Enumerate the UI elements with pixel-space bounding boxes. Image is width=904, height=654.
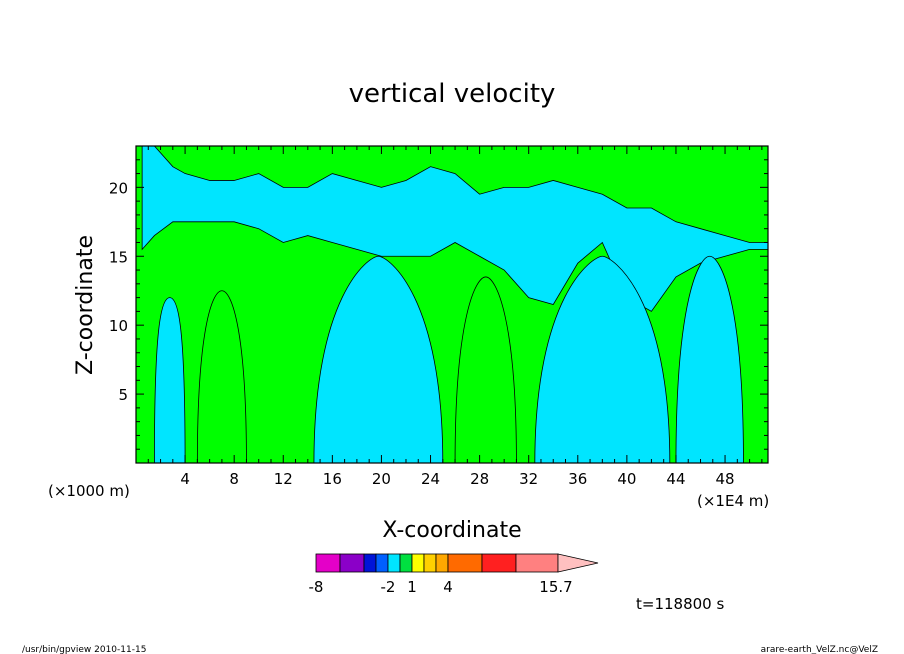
colorbar-segment xyxy=(481,553,517,573)
colorbar-segment xyxy=(423,553,437,573)
plot-frame xyxy=(135,145,769,464)
chart-title: vertical velocity xyxy=(349,79,556,109)
x-tick-label: 8 xyxy=(229,470,239,488)
x-axis: 4 8 12 16 20 24 28 32 36 40 44 48 xyxy=(147,146,763,488)
y-tick-label: 20 xyxy=(109,179,128,197)
x-tick-label: 12 xyxy=(274,470,293,488)
x-tick-label: 24 xyxy=(421,470,440,488)
colorbar-segment xyxy=(447,553,483,573)
y-axis-label: Z-coordinate xyxy=(73,235,98,375)
x-tick-label: 4 xyxy=(180,470,190,488)
colorbar-arrow xyxy=(557,553,599,573)
vertical-band-1 xyxy=(154,297,186,463)
colorbar-label: 1 xyxy=(407,578,417,596)
x-unit-left: (×1000 m) xyxy=(48,482,130,500)
x-tick-label: 48 xyxy=(716,470,735,488)
x-axis-label: X-coordinate xyxy=(382,518,521,543)
colorbar: -8 -2 1 4 15.7 xyxy=(309,553,599,596)
plot-area xyxy=(136,146,768,463)
colorbar-segment xyxy=(315,553,341,573)
vertical-band-5 xyxy=(534,255,671,463)
footer-right: arare-earth_VelZ.nc@VelZ xyxy=(761,645,878,654)
x-tick-label: 28 xyxy=(470,470,489,488)
colorbar-segment xyxy=(515,553,559,573)
y-tick-label: 15 xyxy=(109,248,128,266)
colorbar-label: -2 xyxy=(381,578,396,596)
x-unit-right: (×1E4 m) xyxy=(697,492,769,510)
vertical-band-3 xyxy=(313,255,444,463)
x-tick-label: 16 xyxy=(323,470,342,488)
colorbar-segment xyxy=(375,553,389,573)
colorbar-label: -8 xyxy=(309,578,324,596)
colorbar-label: 4 xyxy=(443,578,453,596)
y-axis: 5 10 15 20 xyxy=(109,159,768,450)
x-tick-label: 32 xyxy=(519,470,538,488)
footer-left: /usr/bin/gpview 2010-11-15 xyxy=(22,645,146,654)
x-tick-label: 44 xyxy=(666,470,685,488)
vertical-band-2 xyxy=(196,290,247,463)
upper-negative-band xyxy=(141,146,768,312)
colorbar-label: 15.7 xyxy=(539,578,572,596)
x-tick-label: 36 xyxy=(568,470,587,488)
x-tick-label: 40 xyxy=(617,470,636,488)
colorbar-segment xyxy=(435,553,449,573)
colorbar-segment xyxy=(339,553,365,573)
y-tick-label: 5 xyxy=(118,386,128,404)
vertical-band-6 xyxy=(675,255,744,463)
velocity-field xyxy=(141,146,768,463)
x-tick-label: 20 xyxy=(372,470,391,488)
colorbar-segment xyxy=(363,553,377,573)
y-tick-label: 10 xyxy=(109,317,128,335)
colorbar-segment xyxy=(411,553,425,573)
time-label: t=118800 s xyxy=(636,595,724,613)
vertical-band-4 xyxy=(454,276,517,463)
colorbar-segment xyxy=(387,553,401,573)
colorbar-segment xyxy=(399,553,413,573)
